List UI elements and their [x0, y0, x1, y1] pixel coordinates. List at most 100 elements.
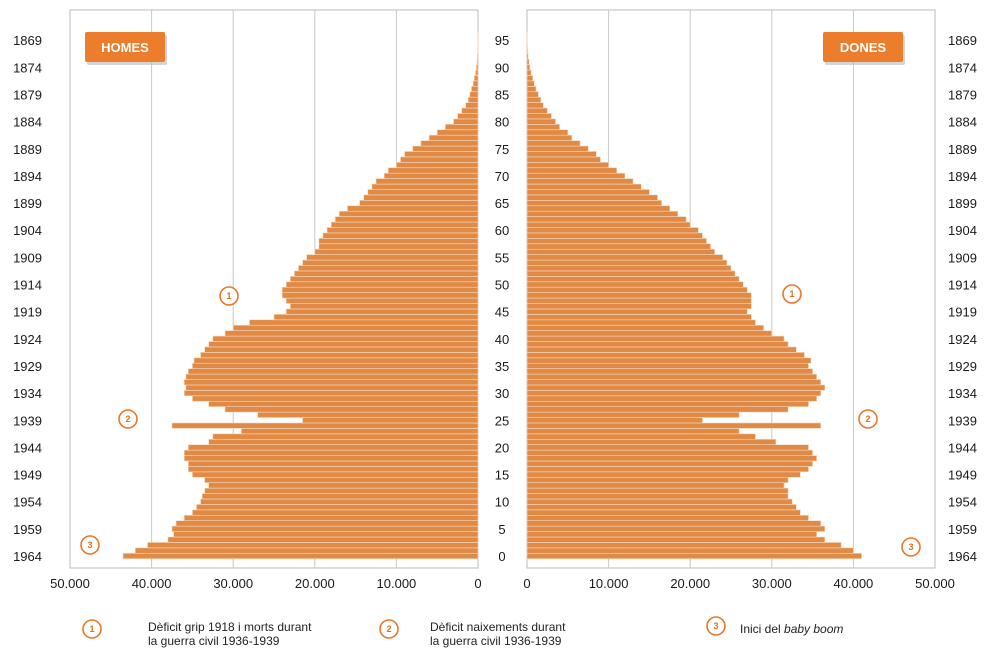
x-tick-label-left: 50.000 [50, 576, 90, 591]
birth-year-label-right: 1944 [948, 440, 977, 455]
female-bar [526, 227, 699, 234]
birth-year-label-left: 1889 [13, 142, 42, 157]
homes-badge-box [85, 32, 165, 62]
birth-year-label-left: 1939 [13, 413, 42, 428]
dones-badge-box [823, 32, 903, 62]
male-bar [472, 80, 479, 87]
birth-year-label-right: 1939 [948, 413, 977, 428]
marker-1-left-number: 1 [226, 291, 231, 301]
legend-marker-1-number: 1 [89, 624, 94, 634]
female-bar [526, 324, 764, 331]
birth-year-label-left: 1919 [13, 305, 42, 320]
birth-year-label-left: 1934 [13, 386, 42, 401]
age-tick-label: 15 [495, 468, 509, 483]
birth-year-label-right: 1889 [948, 142, 977, 157]
x-tick-label-right: 10.000 [589, 576, 629, 591]
marker-3-right-ring [901, 537, 921, 557]
male-bar [453, 118, 479, 125]
male-bar [147, 542, 479, 549]
male-bar [428, 134, 479, 141]
male-bar [201, 493, 479, 500]
female-bar [526, 265, 732, 272]
birth-year-label-right: 1929 [948, 359, 977, 374]
age-tick-label: 95 [495, 33, 509, 48]
male-bar [285, 281, 479, 288]
male-bar [208, 438, 479, 445]
female-bar [526, 238, 707, 245]
birth-year-label-right: 1879 [948, 87, 977, 102]
male-bar [314, 248, 479, 255]
female-bar [526, 390, 822, 397]
legend-marker-1-ring [82, 619, 102, 639]
birth-year-label-right: 1914 [948, 278, 977, 293]
age-tick-label: 45 [495, 305, 509, 320]
birth-year-label-right: 1884 [948, 115, 977, 130]
marker-3-right: 3 [901, 537, 921, 557]
birth-year-label-left: 1869 [13, 33, 42, 48]
x-tick-label-left: 10.000 [377, 576, 417, 591]
male-bar [192, 471, 479, 478]
birth-year-label-left: 1874 [13, 60, 42, 75]
female-bar [526, 520, 822, 527]
female-bar [526, 514, 809, 522]
marker-2-left: 2 [118, 409, 138, 429]
female-bar [526, 134, 573, 141]
male-bar [183, 455, 479, 462]
female-bar [526, 69, 532, 76]
male-bar [200, 352, 479, 359]
female-bar [526, 58, 530, 65]
male-bar [318, 243, 479, 250]
female-bar [526, 319, 756, 326]
female-bar [526, 509, 801, 516]
female-bar [526, 346, 797, 353]
male-bar [281, 286, 479, 293]
birth-year-label-left: 1894 [13, 169, 42, 184]
female-bar [526, 314, 752, 321]
male-bar [175, 520, 479, 527]
birth-year-label-left: 1899 [13, 196, 42, 211]
female-bar [526, 286, 748, 293]
age-tick-label: 30 [495, 386, 509, 401]
female-bar [526, 86, 537, 93]
legend-marker-1: 1 [82, 619, 102, 639]
legend-marker-3: 3 [706, 616, 726, 636]
female-bar [526, 547, 854, 554]
marker-3-left: 3 [80, 535, 100, 555]
birth-year-label-right: 1924 [948, 332, 977, 347]
female-bar [526, 379, 822, 386]
female-bar [526, 162, 609, 169]
male-bar [193, 357, 479, 364]
male-bar [204, 476, 479, 483]
age-tick-label: 25 [495, 413, 509, 428]
male-bar [200, 498, 479, 505]
birth-year-label-right: 1964 [948, 549, 977, 564]
female-bar [526, 292, 752, 299]
female-bar [526, 151, 597, 158]
dones-badge-label: DONES [840, 40, 887, 55]
legend-marker-2: 2 [379, 619, 399, 639]
age-tick-label: 70 [495, 169, 509, 184]
female-bar [526, 400, 809, 407]
male-bar [192, 509, 479, 516]
female-bar [526, 466, 809, 473]
birth-year-label-left: 1959 [13, 522, 42, 537]
male-bar [281, 292, 479, 299]
marker-3-right-number: 3 [908, 542, 913, 552]
male-bar [196, 504, 479, 511]
birth-year-label-left: 1914 [13, 278, 42, 293]
male-bar [204, 346, 479, 353]
age-tick-label: 75 [495, 142, 509, 157]
female-bar [526, 422, 822, 429]
marker-2-left-ring [118, 409, 138, 429]
legend-note-3-emph: baby boom [784, 622, 844, 636]
marker-2-right-number: 2 [865, 414, 870, 424]
age-tick-label: 80 [495, 115, 509, 130]
male-bar [469, 91, 479, 98]
age-tick-label: 5 [498, 522, 505, 537]
male-bar [204, 487, 479, 494]
female-bar [526, 368, 813, 375]
female-bar [526, 47, 529, 55]
birth-year-label-right: 1909 [948, 250, 977, 265]
birth-year-label-left: 1879 [13, 87, 42, 102]
